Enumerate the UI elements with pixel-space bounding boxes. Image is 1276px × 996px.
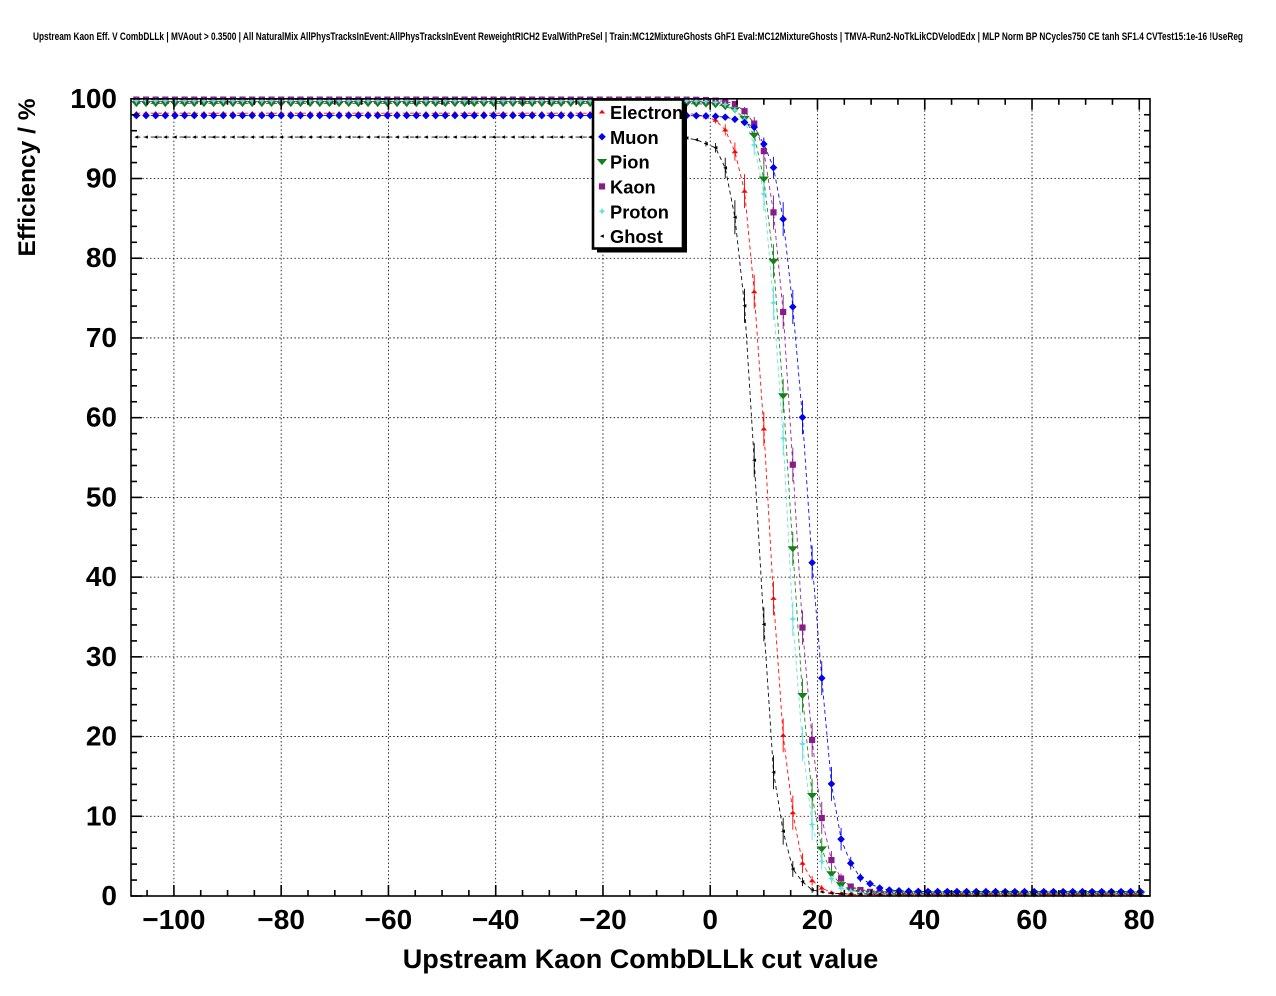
svg-text:Proton: Proton (610, 201, 669, 222)
svg-text:−60: −60 (365, 904, 413, 935)
svg-text:−80: −80 (257, 904, 305, 935)
svg-text:50: 50 (86, 481, 117, 512)
svg-text:−20: −20 (579, 904, 627, 935)
svg-text:Ghost: Ghost (610, 226, 663, 247)
svg-text:70: 70 (86, 322, 117, 353)
svg-text:40: 40 (86, 561, 117, 592)
svg-text:Upstream Kaon CombDLLk cut val: Upstream Kaon CombDLLk cut value (403, 944, 879, 974)
svg-text:0: 0 (702, 904, 718, 935)
svg-text:Muon: Muon (610, 127, 659, 148)
svg-text:Pion: Pion (610, 152, 650, 173)
svg-text:10: 10 (86, 800, 117, 831)
svg-text:100: 100 (70, 83, 117, 114)
svg-text:40: 40 (909, 904, 940, 935)
svg-text:20: 20 (86, 721, 117, 752)
svg-text:20: 20 (802, 904, 833, 935)
svg-text:Upstream Kaon Eff. V CombDLLk: Upstream Kaon Eff. V CombDLLk | MVAout >… (33, 31, 1243, 43)
svg-text:Efficiency / %: Efficiency / % (14, 98, 41, 256)
svg-text:90: 90 (86, 163, 117, 194)
svg-text:60: 60 (1016, 904, 1047, 935)
svg-text:−40: −40 (472, 904, 520, 935)
svg-text:80: 80 (86, 242, 117, 273)
svg-text:80: 80 (1124, 904, 1155, 935)
svg-text:30: 30 (86, 641, 117, 672)
svg-text:60: 60 (86, 402, 117, 433)
svg-text:Kaon: Kaon (610, 176, 656, 197)
svg-text:Electron: Electron (610, 102, 683, 123)
svg-text:0: 0 (101, 880, 117, 911)
svg-text:−100: −100 (142, 904, 205, 935)
